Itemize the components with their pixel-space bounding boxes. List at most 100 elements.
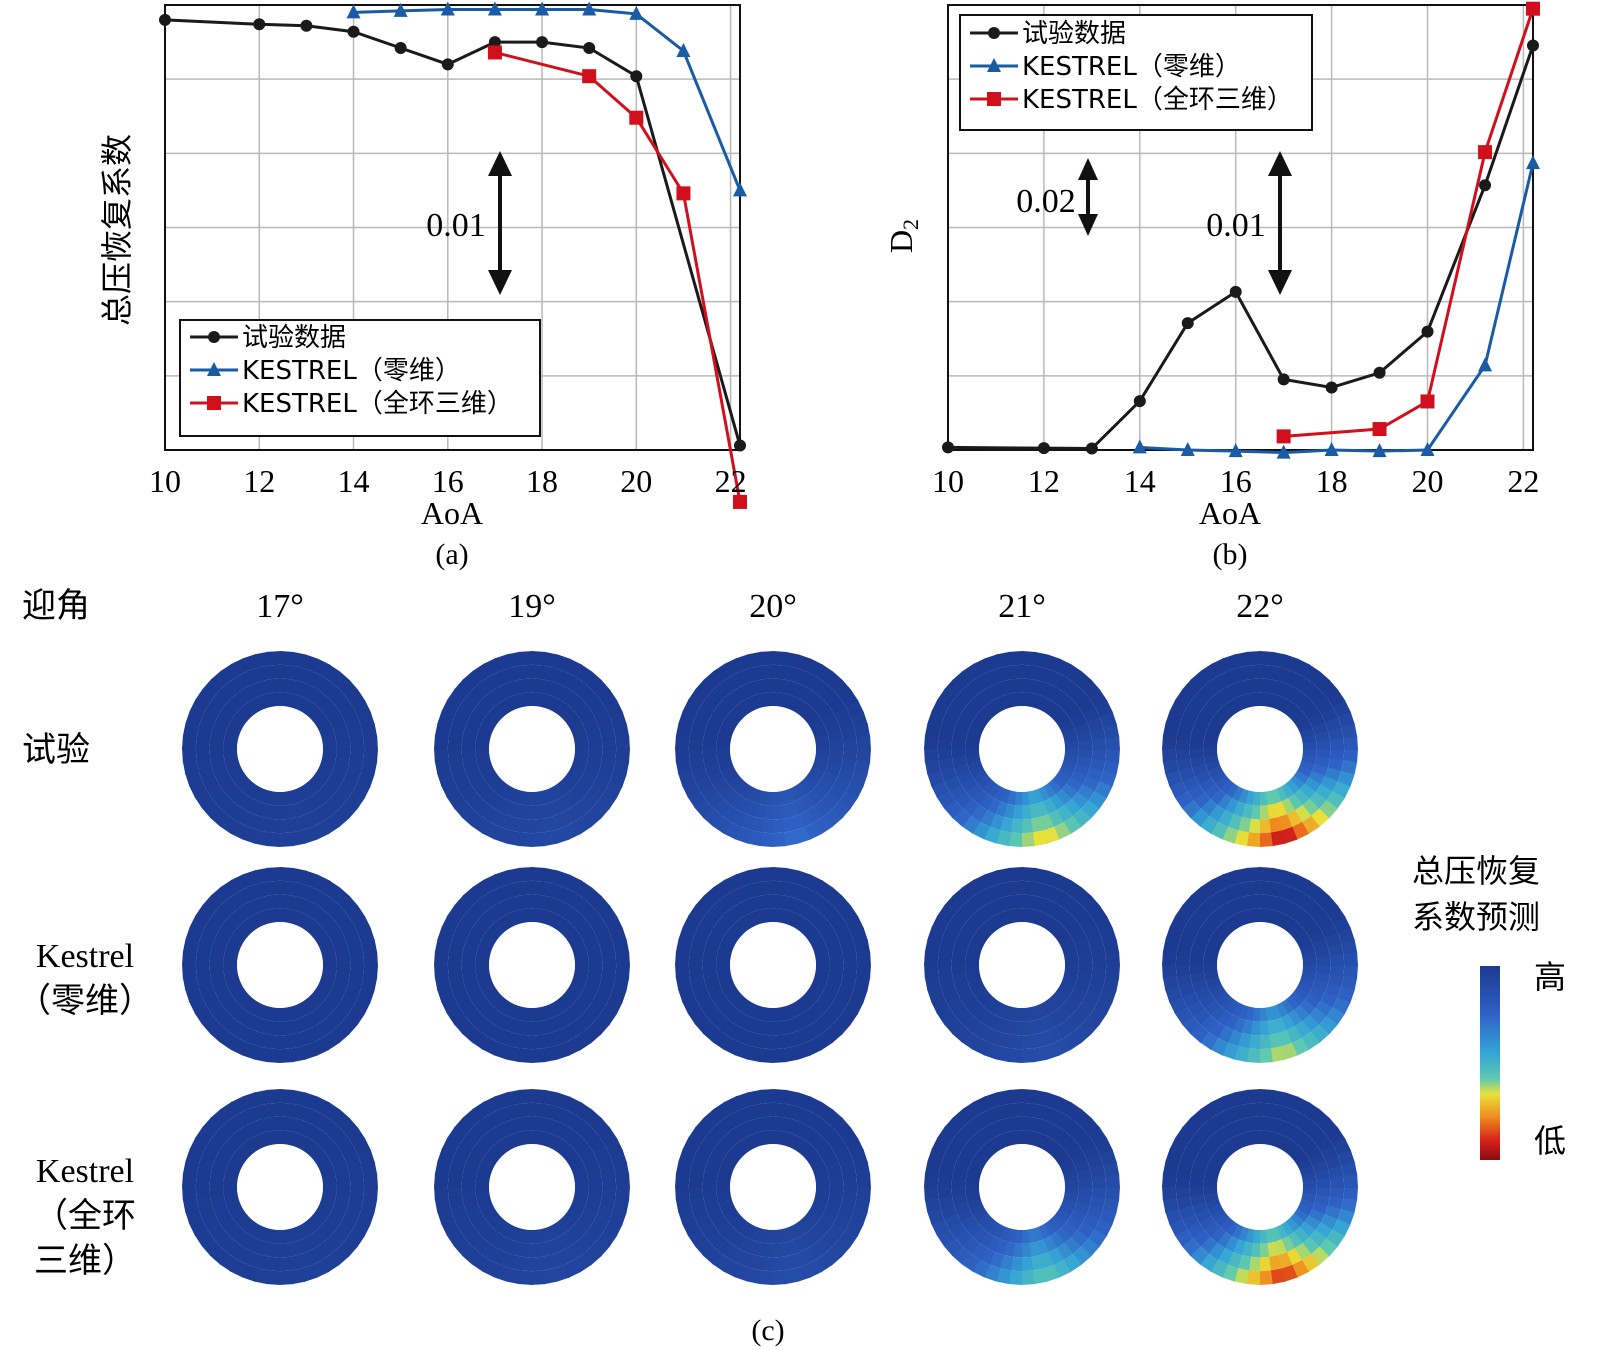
ring-sector xyxy=(981,1141,997,1157)
ring-sector xyxy=(798,995,814,1011)
ring-map xyxy=(675,1089,871,1285)
ring-sector xyxy=(296,786,309,802)
ring-sector xyxy=(562,1213,578,1228)
ring-sector xyxy=(518,1270,532,1285)
ring-sector xyxy=(953,979,970,992)
ring-sector xyxy=(772,1243,783,1258)
ring-sector xyxy=(251,1002,264,1018)
ring-sector xyxy=(1012,1243,1022,1258)
ring-sector xyxy=(462,1108,482,1128)
ring-sector xyxy=(924,975,941,991)
ring-sector xyxy=(185,1207,203,1225)
ring-sector xyxy=(321,1172,337,1182)
data-point xyxy=(1478,357,1493,372)
ring-sector xyxy=(1056,1152,1072,1166)
ring-sector xyxy=(1099,1149,1117,1167)
ring-sector xyxy=(1210,1152,1227,1166)
ring-sector xyxy=(207,913,225,930)
ring-sector xyxy=(475,1171,491,1182)
ring-sector xyxy=(296,1134,309,1150)
ring-sector xyxy=(972,770,988,784)
ring-sector xyxy=(553,1221,567,1237)
ring-sector xyxy=(266,832,280,847)
ring-sector xyxy=(1207,720,1223,733)
ring-sector xyxy=(688,953,704,965)
ring-sector xyxy=(1193,904,1211,923)
ring-sector xyxy=(1231,1224,1244,1240)
ring-sector xyxy=(506,1089,522,1106)
ring-sector xyxy=(448,973,464,987)
ring-sector xyxy=(257,1004,269,1020)
ring-sector xyxy=(794,1121,809,1139)
ring-sector xyxy=(482,1152,499,1166)
ring-sector xyxy=(223,999,240,1015)
ring-sector xyxy=(1043,1121,1058,1139)
ring-sector xyxy=(522,894,533,909)
colorbar: 总压恢复 系数预测 高 低 xyxy=(1412,852,1566,1160)
ring-sector xyxy=(965,1221,982,1237)
ring-sector xyxy=(1181,799,1201,819)
ring-sector xyxy=(211,1201,228,1214)
ring-sector xyxy=(1064,957,1079,966)
ring-sector xyxy=(454,922,472,939)
ring-sector xyxy=(1027,692,1038,708)
ring-sector xyxy=(704,937,721,951)
x-tick-label: 22 xyxy=(715,463,747,499)
ring-sector xyxy=(804,1037,822,1056)
ring-sector xyxy=(270,1116,281,1131)
ring-sector xyxy=(712,1031,731,1050)
ring-sector xyxy=(825,763,842,777)
ring-sector xyxy=(1071,1127,1090,1145)
ring-hub xyxy=(730,1144,816,1230)
ring-sector xyxy=(601,954,617,966)
ring-sector xyxy=(349,749,365,761)
ring-sector xyxy=(800,794,816,811)
ring-sector xyxy=(1246,1048,1260,1063)
ring-sector xyxy=(237,1125,253,1142)
ring-sector xyxy=(1237,1004,1249,1020)
ring-hub xyxy=(237,922,323,1008)
ring-sector xyxy=(1043,915,1057,932)
ring-sector xyxy=(1300,699,1317,715)
ring-sector xyxy=(324,777,342,793)
ring-sector xyxy=(301,1221,315,1237)
ring-sector xyxy=(230,930,247,944)
ring-sector xyxy=(1316,739,1331,750)
ring-sector xyxy=(317,936,333,949)
ring-sector xyxy=(703,1245,722,1265)
ring-sector xyxy=(437,769,455,787)
ring-sector xyxy=(937,737,953,749)
ring-sector xyxy=(760,1089,774,1104)
ring-sector xyxy=(789,786,802,802)
ring-sector xyxy=(1210,908,1226,925)
x-tick-label: 18 xyxy=(526,463,558,499)
ring-sector xyxy=(336,1187,351,1197)
ring-sector xyxy=(317,765,333,778)
ring-sector xyxy=(1103,723,1120,739)
ring-sector xyxy=(944,1144,962,1161)
ring-sector xyxy=(828,784,846,801)
ring-sector xyxy=(711,705,729,721)
colorbar-low-label: 低 xyxy=(1534,1122,1566,1160)
ring-sector xyxy=(969,765,985,778)
ring-sector xyxy=(322,1102,341,1121)
ring-sector xyxy=(1074,979,1091,993)
ring-hub xyxy=(979,1144,1065,1230)
ring-sector xyxy=(1189,739,1204,749)
ring-sector xyxy=(521,1102,533,1118)
ring-sector xyxy=(322,957,337,966)
ring-sector xyxy=(1309,1127,1328,1145)
ring-sector xyxy=(808,1114,825,1132)
ring-sector xyxy=(294,680,308,697)
ring-sector xyxy=(476,1136,493,1153)
ring-sector xyxy=(951,964,966,975)
ring-sector xyxy=(434,1186,449,1200)
ring-sector xyxy=(489,1025,506,1043)
ring-sector xyxy=(546,1118,560,1135)
ring-sector xyxy=(825,938,842,951)
ring-sector xyxy=(345,716,362,732)
ring-sector xyxy=(1066,993,1084,1009)
ring-sector xyxy=(214,929,232,944)
ring-sector xyxy=(499,883,515,900)
series-line-2 xyxy=(1283,8,1535,438)
